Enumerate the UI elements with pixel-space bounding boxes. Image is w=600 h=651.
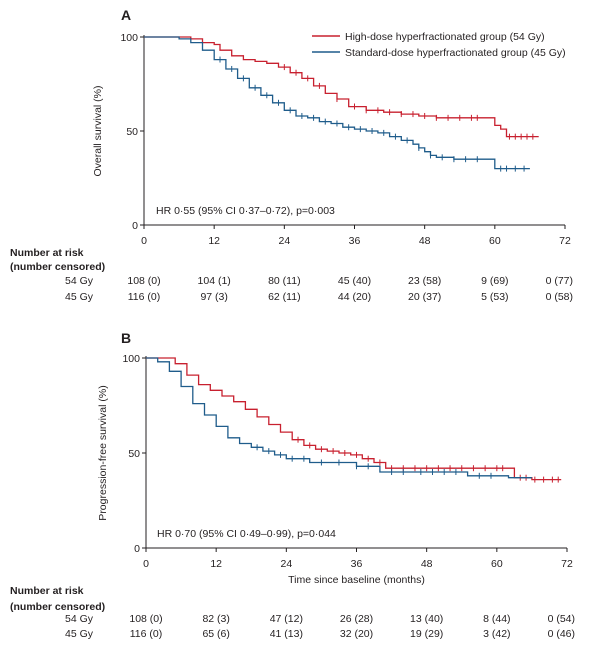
risk-cell: 116 (0) <box>130 628 163 640</box>
x-tick-label: 0 <box>143 558 149 570</box>
x-tick-label: 12 <box>208 235 220 247</box>
y-tick-label: 50 <box>126 126 138 138</box>
risk-cell: 65 (6) <box>202 628 229 640</box>
x-tick-label: 72 <box>561 558 573 570</box>
risk-cell: 19 (29) <box>410 628 443 640</box>
risk-cell: 82 (3) <box>202 613 229 625</box>
risk-cell: 108 (0) <box>127 275 160 287</box>
risk-table-header: Number at risk <box>10 247 84 259</box>
risk-cell: 8 (44) <box>483 613 510 625</box>
risk-cell: 97 (3) <box>200 291 227 303</box>
risk-cell: 20 (37) <box>408 291 441 303</box>
risk-table-subheader: (number censored) <box>10 261 105 273</box>
x-tick-label: 0 <box>141 235 147 247</box>
risk-cell: 3 (42) <box>483 628 510 640</box>
x-tick-label: 72 <box>559 235 571 247</box>
risk-cell: 80 (11) <box>268 275 301 287</box>
y-tick-label: 100 <box>120 32 138 44</box>
risk-table-subheader: (number censored) <box>10 601 105 613</box>
risk-cell: 13 (40) <box>410 613 443 625</box>
x-tick-label: 36 <box>351 558 363 570</box>
survival-curve-series-2 <box>144 36 530 170</box>
risk-row-label: 54 Gy <box>65 275 94 287</box>
x-tick-label: 24 <box>278 235 290 247</box>
risk-cell: 0 (58) <box>546 291 573 303</box>
y-tick-label: 0 <box>132 220 138 232</box>
x-tick-label: 48 <box>419 235 431 247</box>
risk-cell: 0 (77) <box>546 275 573 287</box>
panel-a: A 0 12 24 36 48 60 72 0 50 100 Overall survival (%)… <box>10 7 573 303</box>
hazard-ratio-annotation: HR 0·55 (95% CI 0·37–0·72), p=0·003 <box>156 205 335 217</box>
risk-cell: 9 (69) <box>481 275 508 287</box>
x-axis-title: Time since baseline (months) <box>288 574 425 586</box>
y-tick-label: 0 <box>134 543 140 555</box>
risk-cell: 44 (20) <box>338 291 371 303</box>
survival-curve-series-1 <box>146 357 562 481</box>
risk-cell: 32 (20) <box>340 628 373 640</box>
survival-curve-series-1 <box>144 36 539 138</box>
risk-cell: 26 (28) <box>340 613 373 625</box>
risk-cell: 0 (46) <box>548 628 575 640</box>
risk-cell: 116 (0) <box>128 291 161 303</box>
risk-cell: 0 (54) <box>548 613 575 625</box>
y-tick-label: 100 <box>122 353 140 365</box>
risk-row-label: 54 Gy <box>65 613 94 625</box>
y-axis-title: Overall survival (%) <box>92 85 104 176</box>
hazard-ratio-annotation: HR 0·70 (95% CI 0·49–0·99), p=0·044 <box>157 528 336 540</box>
x-tick-label: 36 <box>349 235 361 247</box>
risk-cell: 108 (0) <box>129 613 162 625</box>
legend-label-series-2: Standard-dose hyperfractionated group (4… <box>345 47 566 59</box>
x-tick-label: 12 <box>210 558 222 570</box>
y-axis-title: Progression-free survival (%) <box>97 385 109 520</box>
risk-cell: 47 (12) <box>270 613 303 625</box>
x-tick-label: 24 <box>280 558 292 570</box>
risk-cell: 62 (11) <box>268 291 301 303</box>
x-tick-label: 48 <box>421 558 433 570</box>
risk-table-header: Number at risk <box>10 585 84 597</box>
risk-cell: 104 (1) <box>198 275 231 287</box>
risk-row-label: 45 Gy <box>65 628 94 640</box>
y-tick-label: 50 <box>128 448 140 460</box>
panel-b: B 0 12 24 36 48 60 72 0 50 100 Progression-free sur… <box>10 330 575 640</box>
risk-cell: 23 (58) <box>408 275 441 287</box>
risk-cell: 5 (53) <box>481 291 508 303</box>
panel-letter: A <box>121 7 131 23</box>
legend-label-series-1: High-dose hyperfractionated group (54 Gy… <box>345 31 545 43</box>
risk-cell: 45 (40) <box>338 275 371 287</box>
risk-cell: 41 (13) <box>270 628 303 640</box>
x-tick-label: 60 <box>489 235 501 247</box>
risk-row-label: 45 Gy <box>65 291 94 303</box>
panel-letter: B <box>121 330 131 346</box>
x-tick-label: 60 <box>491 558 503 570</box>
